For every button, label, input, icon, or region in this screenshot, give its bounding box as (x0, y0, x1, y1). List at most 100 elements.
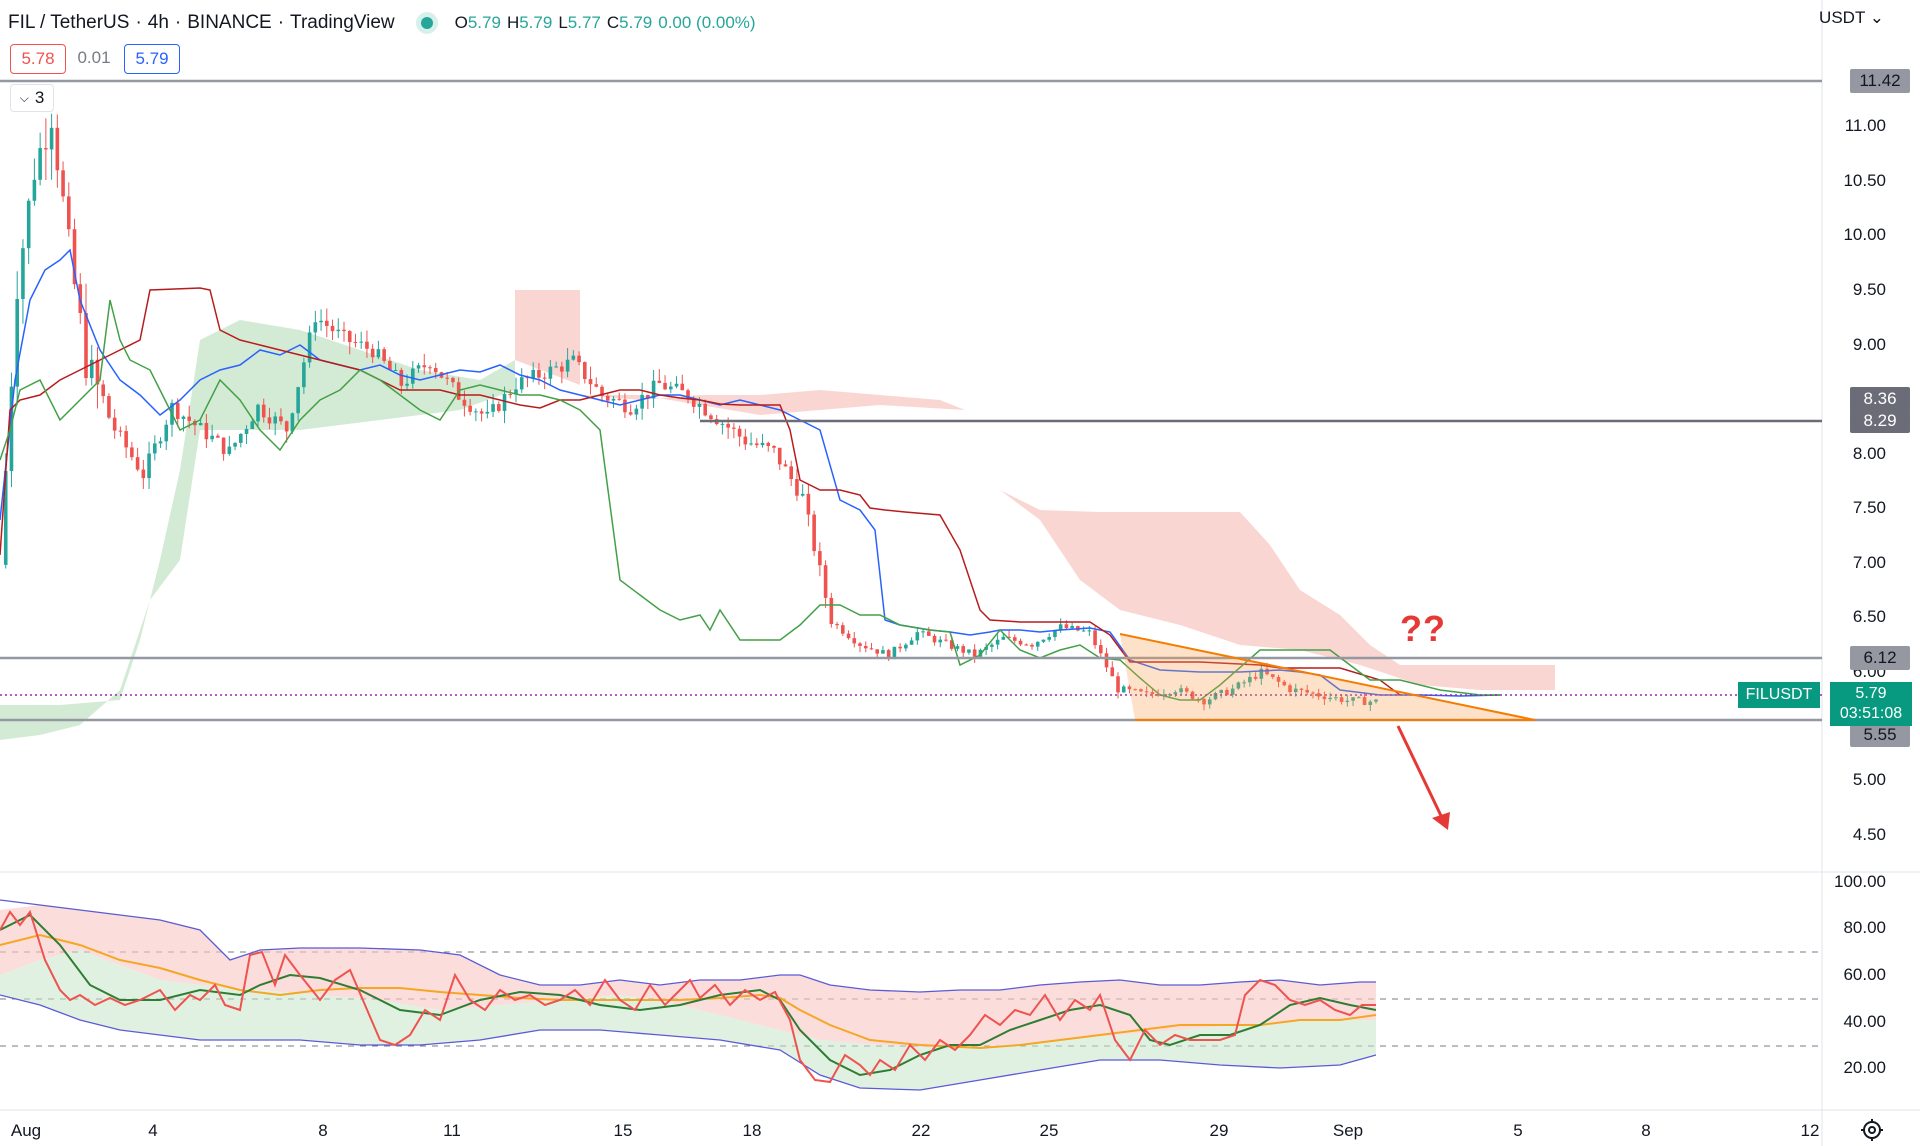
buy-button[interactable]: 5.79 (124, 44, 180, 74)
candle-body (537, 369, 541, 378)
candle-body (135, 457, 140, 470)
candle-body (290, 413, 295, 432)
lagging-span (0, 299, 1500, 701)
candle-body (405, 383, 409, 386)
candle-body (646, 394, 650, 399)
candle-body (261, 404, 266, 418)
candle-body (32, 179, 37, 201)
arrow-head (1432, 812, 1450, 830)
candle-body (1162, 694, 1166, 696)
triangle-edge (1119, 633, 1536, 721)
candle-body (49, 127, 54, 150)
candle-body (61, 170, 65, 197)
candle-body (491, 404, 495, 412)
candle-body (1282, 681, 1287, 686)
candle-body (1144, 691, 1149, 693)
ohlc-change: 0.00 (0.00%) (658, 13, 756, 32)
candle-body (479, 411, 484, 414)
candle-body (726, 423, 730, 428)
level-badge: 6.12 (1850, 646, 1910, 670)
candle-body (938, 639, 943, 643)
candle-body (1121, 686, 1126, 693)
candle-body (1150, 692, 1155, 694)
candle-body (399, 369, 404, 386)
candle-body (869, 648, 874, 650)
candle-body (525, 377, 530, 379)
interval[interactable]: 4h (147, 12, 169, 33)
candle-body (474, 411, 478, 413)
market-status-icon[interactable] (420, 17, 433, 29)
bb-lower (0, 994, 1377, 1091)
candle-body (89, 359, 94, 379)
candle-body (101, 384, 105, 397)
candle-body (44, 148, 48, 150)
candle-body (972, 649, 977, 657)
ohlc-open: O5.79 (454, 13, 501, 32)
candle-body (1099, 645, 1103, 654)
candle-body (628, 412, 633, 415)
candle-body (118, 430, 123, 432)
level-badge: 5.55 (1850, 723, 1910, 747)
candle-body (1081, 630, 1086, 632)
indicator-legend-toggle[interactable]: ⌵ 3 (10, 84, 54, 112)
candle-body (124, 431, 128, 448)
candle-body (577, 355, 581, 363)
candle-body (1288, 685, 1292, 693)
candle-body (1362, 697, 1367, 705)
spread-value: 0.01 (72, 44, 116, 72)
candle-body (468, 405, 472, 412)
price-label: 10.50 (1843, 171, 1886, 190)
candle-body (1030, 644, 1034, 647)
candle-body (886, 650, 891, 660)
time-label: 18 (742, 1121, 762, 1140)
candle-body (749, 443, 753, 445)
candle-body (158, 441, 163, 444)
rsi-label: 40.00 (1843, 1012, 1886, 1031)
candle-body (1116, 676, 1120, 693)
currency-selector[interactable]: USDT ⌄ (1819, 8, 1884, 27)
candle-body (657, 380, 662, 383)
candle-body (651, 380, 656, 399)
candle-body (1179, 688, 1183, 693)
candle-body (720, 423, 725, 425)
candle-body (1047, 637, 1051, 640)
candle-body (1368, 701, 1373, 705)
candle-body (669, 386, 673, 390)
sell-button[interactable]: 5.78 (10, 44, 66, 74)
ohlc-low: L5.77 (558, 13, 601, 32)
symbol-name[interactable]: FIL / TetherUS (8, 12, 130, 33)
time-label: 8 (318, 1121, 328, 1140)
time-label: 29 (1209, 1121, 1229, 1140)
candle-body (1305, 689, 1309, 693)
candle-body (904, 644, 908, 649)
candle-body (244, 428, 249, 434)
candle-body (1127, 686, 1132, 690)
candle-body (1328, 697, 1332, 700)
price-label: 5.00 (1852, 770, 1886, 789)
candle-body (112, 417, 117, 431)
candle-body (640, 394, 644, 409)
chart-header: FIL / TetherUS · 4h · BINANCE · TradingV… (8, 12, 756, 33)
candle-body (370, 348, 375, 358)
price-label: 10.00 (1843, 225, 1886, 244)
candle-body (852, 638, 857, 644)
candle-body (342, 329, 346, 332)
candle-body (307, 332, 312, 363)
gear-icon[interactable] (1861, 1119, 1883, 1141)
level-badge: 11.42 (1850, 69, 1910, 93)
candle-body (806, 493, 811, 515)
candle-body (594, 384, 599, 387)
candle-body (15, 298, 19, 387)
candle-body (153, 443, 157, 454)
candle-body (164, 424, 169, 442)
candle-body (1035, 641, 1040, 647)
time-label: 11 (443, 1121, 461, 1140)
platform: TradingView (290, 12, 395, 33)
candle-body (921, 631, 925, 633)
level-badge: 8.36 (1850, 387, 1910, 411)
candle-body (1064, 624, 1069, 629)
price-label: 9.00 (1852, 335, 1886, 354)
candle-body (1242, 682, 1246, 684)
candle-body (548, 366, 553, 379)
